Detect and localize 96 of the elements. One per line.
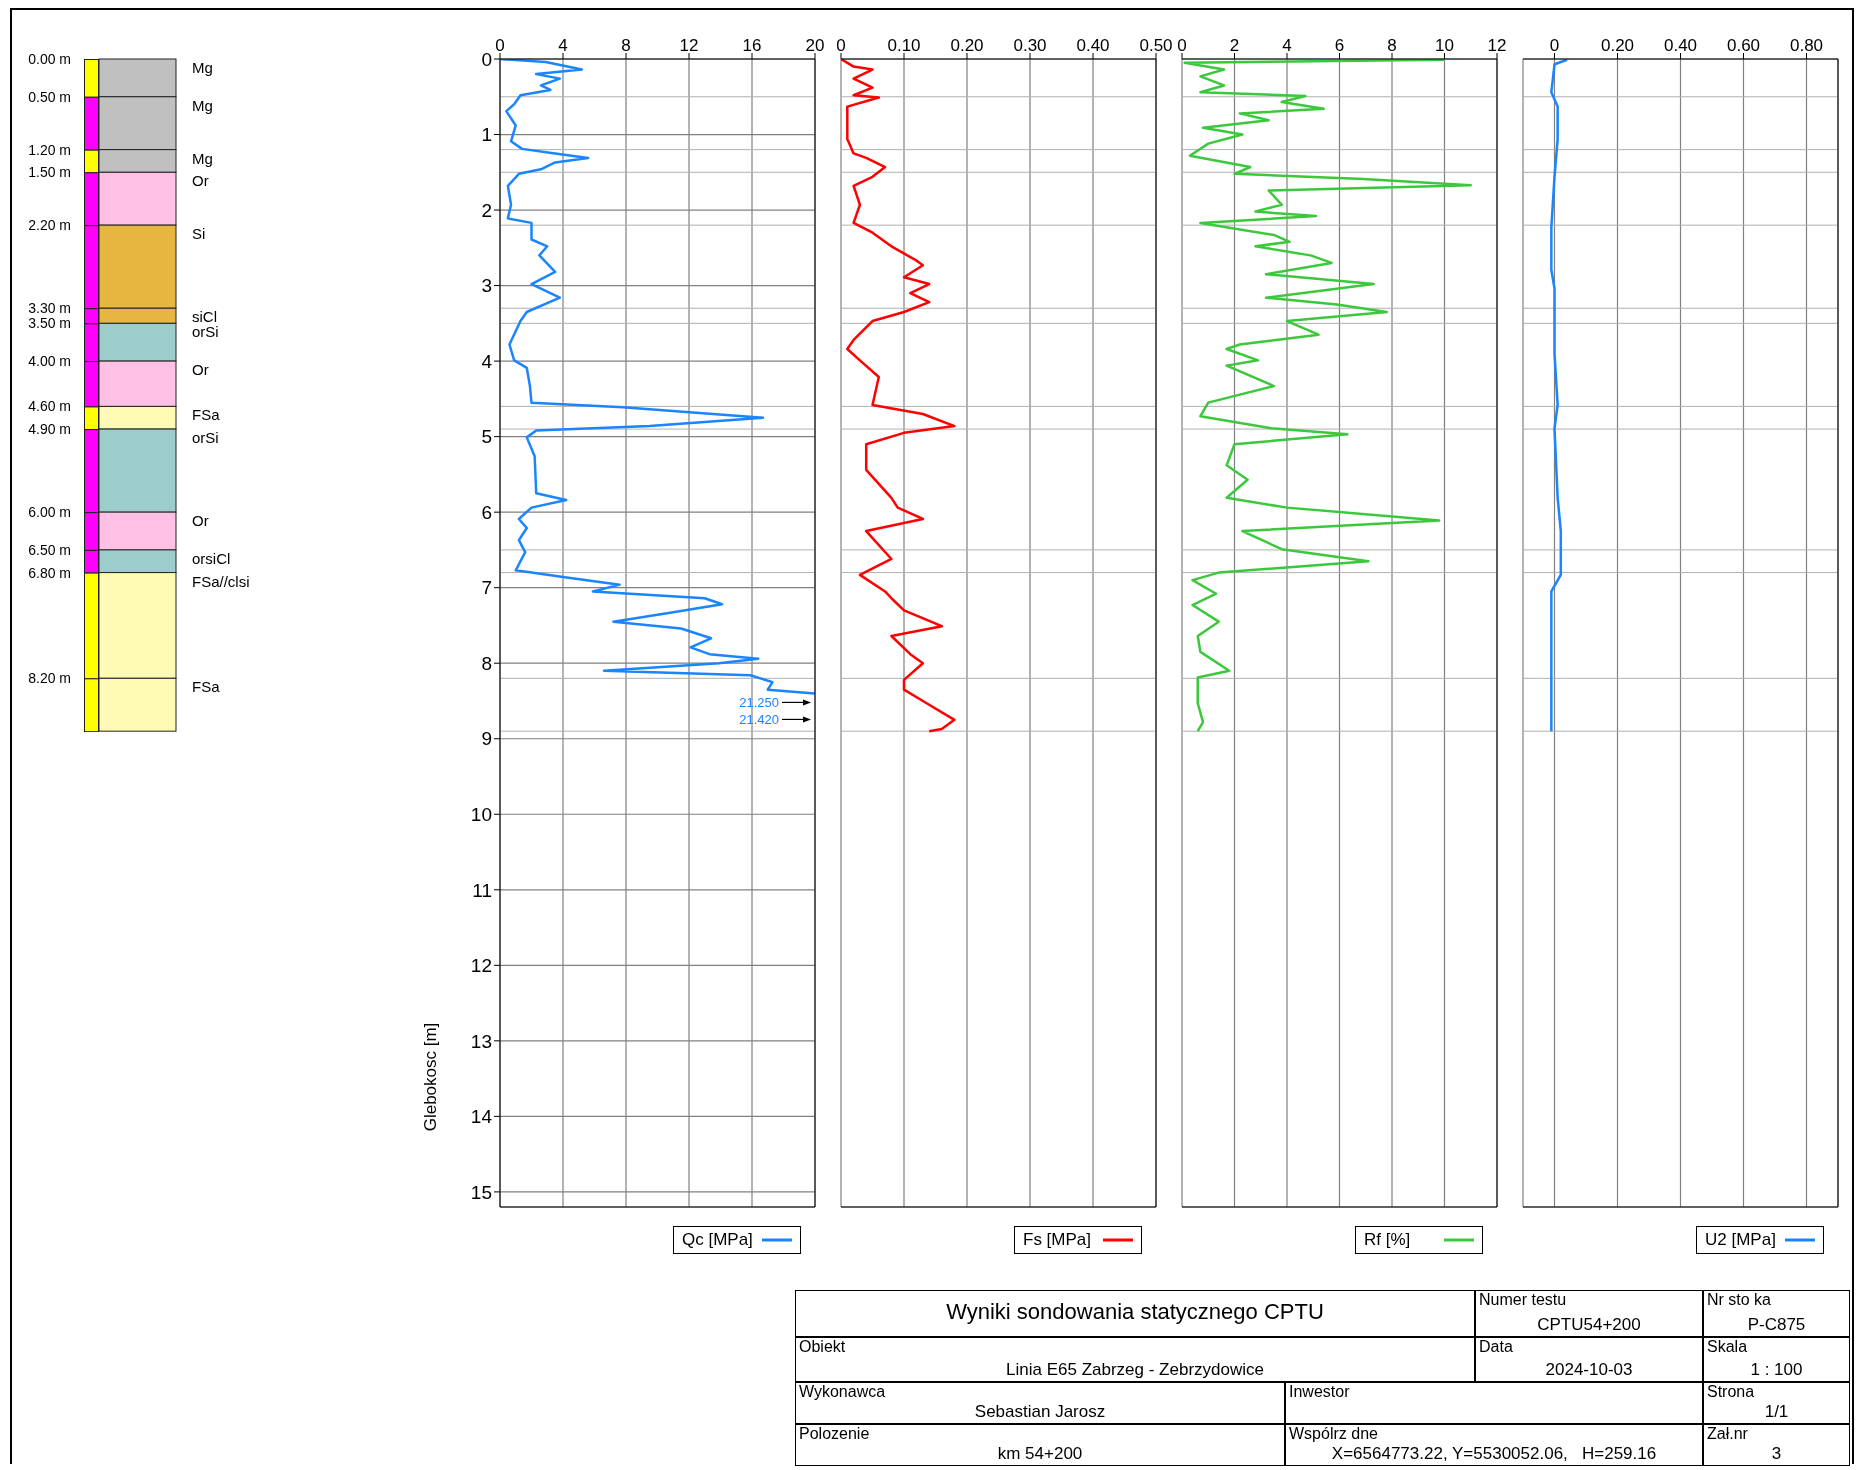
series-label: Mg: [192, 59, 213, 76]
legend-label: Fs [MPa]: [1023, 1230, 1092, 1250]
y-tick-label: 3: [481, 275, 492, 297]
annotation: 21.420: [739, 712, 779, 728]
x-tick-label: 0.30: [1013, 36, 1047, 55]
text: X=6564773.22, Y=5530052.06, H=259.16: [1331, 1444, 1657, 1463]
text: Zał.nr: [1707, 1425, 1748, 1442]
text: Sebastian Jarosz: [974, 1402, 1106, 1421]
text: Wspólrz dne: [1289, 1425, 1378, 1442]
series-label: FSa: [192, 406, 221, 424]
y-tick-label: 8: [481, 652, 492, 674]
text: Nr sto ka: [1707, 1291, 1772, 1308]
y-tick-label: 10: [470, 804, 492, 826]
y-tick-label: 14: [470, 1106, 493, 1128]
y-tick-label: 5: [481, 426, 492, 448]
y-tick-label: 4.60 m: [28, 398, 71, 415]
series-label: Or: [192, 361, 209, 379]
text: P-C875: [1747, 1315, 1806, 1334]
y-tick-label: 4.90 m: [28, 421, 71, 438]
legend-label: Rf [%]: [1364, 1230, 1411, 1250]
text: Numer testu: [1479, 1291, 1567, 1308]
y-tick-label: 1.20 m: [28, 141, 71, 158]
text: km 54+200: [997, 1444, 1083, 1463]
x-tick-label: 4: [1282, 36, 1292, 55]
y-tick-label: 6.50 m: [28, 541, 71, 558]
y-tick-label: 9: [481, 728, 492, 750]
series-label: orsiCl: [192, 549, 231, 567]
annotation: 21.250: [739, 695, 779, 711]
text: Skala: [1707, 1338, 1748, 1355]
x-tick-label: 2: [1229, 36, 1240, 55]
y-tick-label: 13: [470, 1030, 492, 1052]
y-tick-label: 2: [481, 199, 492, 221]
text: 2024-10-03: [1545, 1360, 1633, 1379]
x-tick-label: 12: [1487, 36, 1507, 55]
text: CPTU54+200: [1537, 1315, 1641, 1334]
series-label: orSi: [192, 323, 219, 341]
y-tick-label: 1: [481, 124, 492, 146]
y-tick-label: 0.00 m: [28, 50, 71, 67]
x-tick-label: 20: [805, 36, 825, 55]
x-tick-label: 16: [742, 36, 762, 55]
text: Obiekt: [799, 1338, 846, 1355]
y-tick-label: 12: [470, 955, 492, 977]
y-tick-label: 4.00 m: [28, 353, 71, 370]
text: Linia E65 Zabrzeg - Zebrzydowice: [1006, 1360, 1264, 1379]
y-tick-label: 3.50 m: [28, 315, 71, 332]
legend-label: Qc [MPa]: [682, 1230, 753, 1250]
x-tick-label: 0.80: [1789, 36, 1824, 55]
series-label: Si: [192, 225, 206, 243]
text: Strona: [1707, 1383, 1755, 1400]
y-tick-label: 0.50 m: [28, 88, 71, 105]
x-tick-label: 0.50: [1139, 36, 1173, 55]
x-tick-label: 0.60: [1726, 36, 1761, 55]
series-label: Or: [192, 172, 209, 190]
y-tick-label: 8.20 m: [28, 670, 71, 687]
text: Data: [1479, 1338, 1513, 1355]
y-tick-label: 6: [481, 501, 492, 523]
x-tick-label: 8: [621, 36, 631, 55]
y-tick-label: 6.80 m: [28, 564, 71, 581]
x-tick-label: 0: [495, 36, 505, 55]
series-label: FSa: [192, 678, 221, 696]
text: 1/1: [1764, 1402, 1789, 1421]
series-label: Mg: [192, 149, 213, 167]
text: 1 : 100: [1750, 1360, 1803, 1379]
series-label: Mg: [192, 96, 213, 114]
x-tick-label: 0: [1549, 36, 1560, 55]
text: Polozenie: [799, 1425, 870, 1442]
x-tick-label: 0: [836, 36, 846, 55]
series-label: Or: [192, 512, 209, 530]
series-label: FSa//clsi: [192, 572, 250, 590]
series-label: siCl: [192, 308, 217, 326]
y-tick-label: 4: [481, 350, 493, 372]
x-tick-label: 0.10: [887, 36, 921, 55]
text: Wyniki sondowania statycznego CPTU: [946, 1299, 1324, 1324]
x-tick-label: 0.40: [1076, 36, 1110, 55]
y-tick-label: 3.30 m: [28, 300, 71, 317]
x-tick-label: 0: [1177, 36, 1187, 55]
y-tick-label: 2.20 m: [28, 217, 71, 234]
y-tick-label: 11: [472, 879, 492, 901]
y-tick-label: 6.00 m: [28, 504, 71, 521]
x-tick-label: 0.20: [950, 36, 984, 55]
x-tick-label: 0.20: [1600, 36, 1635, 55]
x-tick-label: 10: [1435, 36, 1454, 55]
legend-label: U2 [MPa]: [1705, 1230, 1776, 1250]
y-tick-label: 1.50 m: [28, 164, 71, 181]
text: 3: [1771, 1444, 1782, 1463]
x-tick-label: 8: [1387, 36, 1397, 55]
x-tick-label: 4: [558, 36, 568, 55]
x-tick-label: 12: [679, 36, 699, 55]
x-tick-label: 0.40: [1663, 36, 1698, 55]
x-tick-label: 6: [1334, 36, 1345, 55]
text: Inwestor: [1289, 1383, 1350, 1400]
y-tick-label: 15: [470, 1181, 492, 1203]
y-tick-label: 7: [481, 577, 492, 599]
text: Wykonawca: [799, 1383, 886, 1400]
y-axis-title: Glebokosc [m]: [421, 1022, 440, 1132]
series-label: orSi: [192, 429, 219, 447]
